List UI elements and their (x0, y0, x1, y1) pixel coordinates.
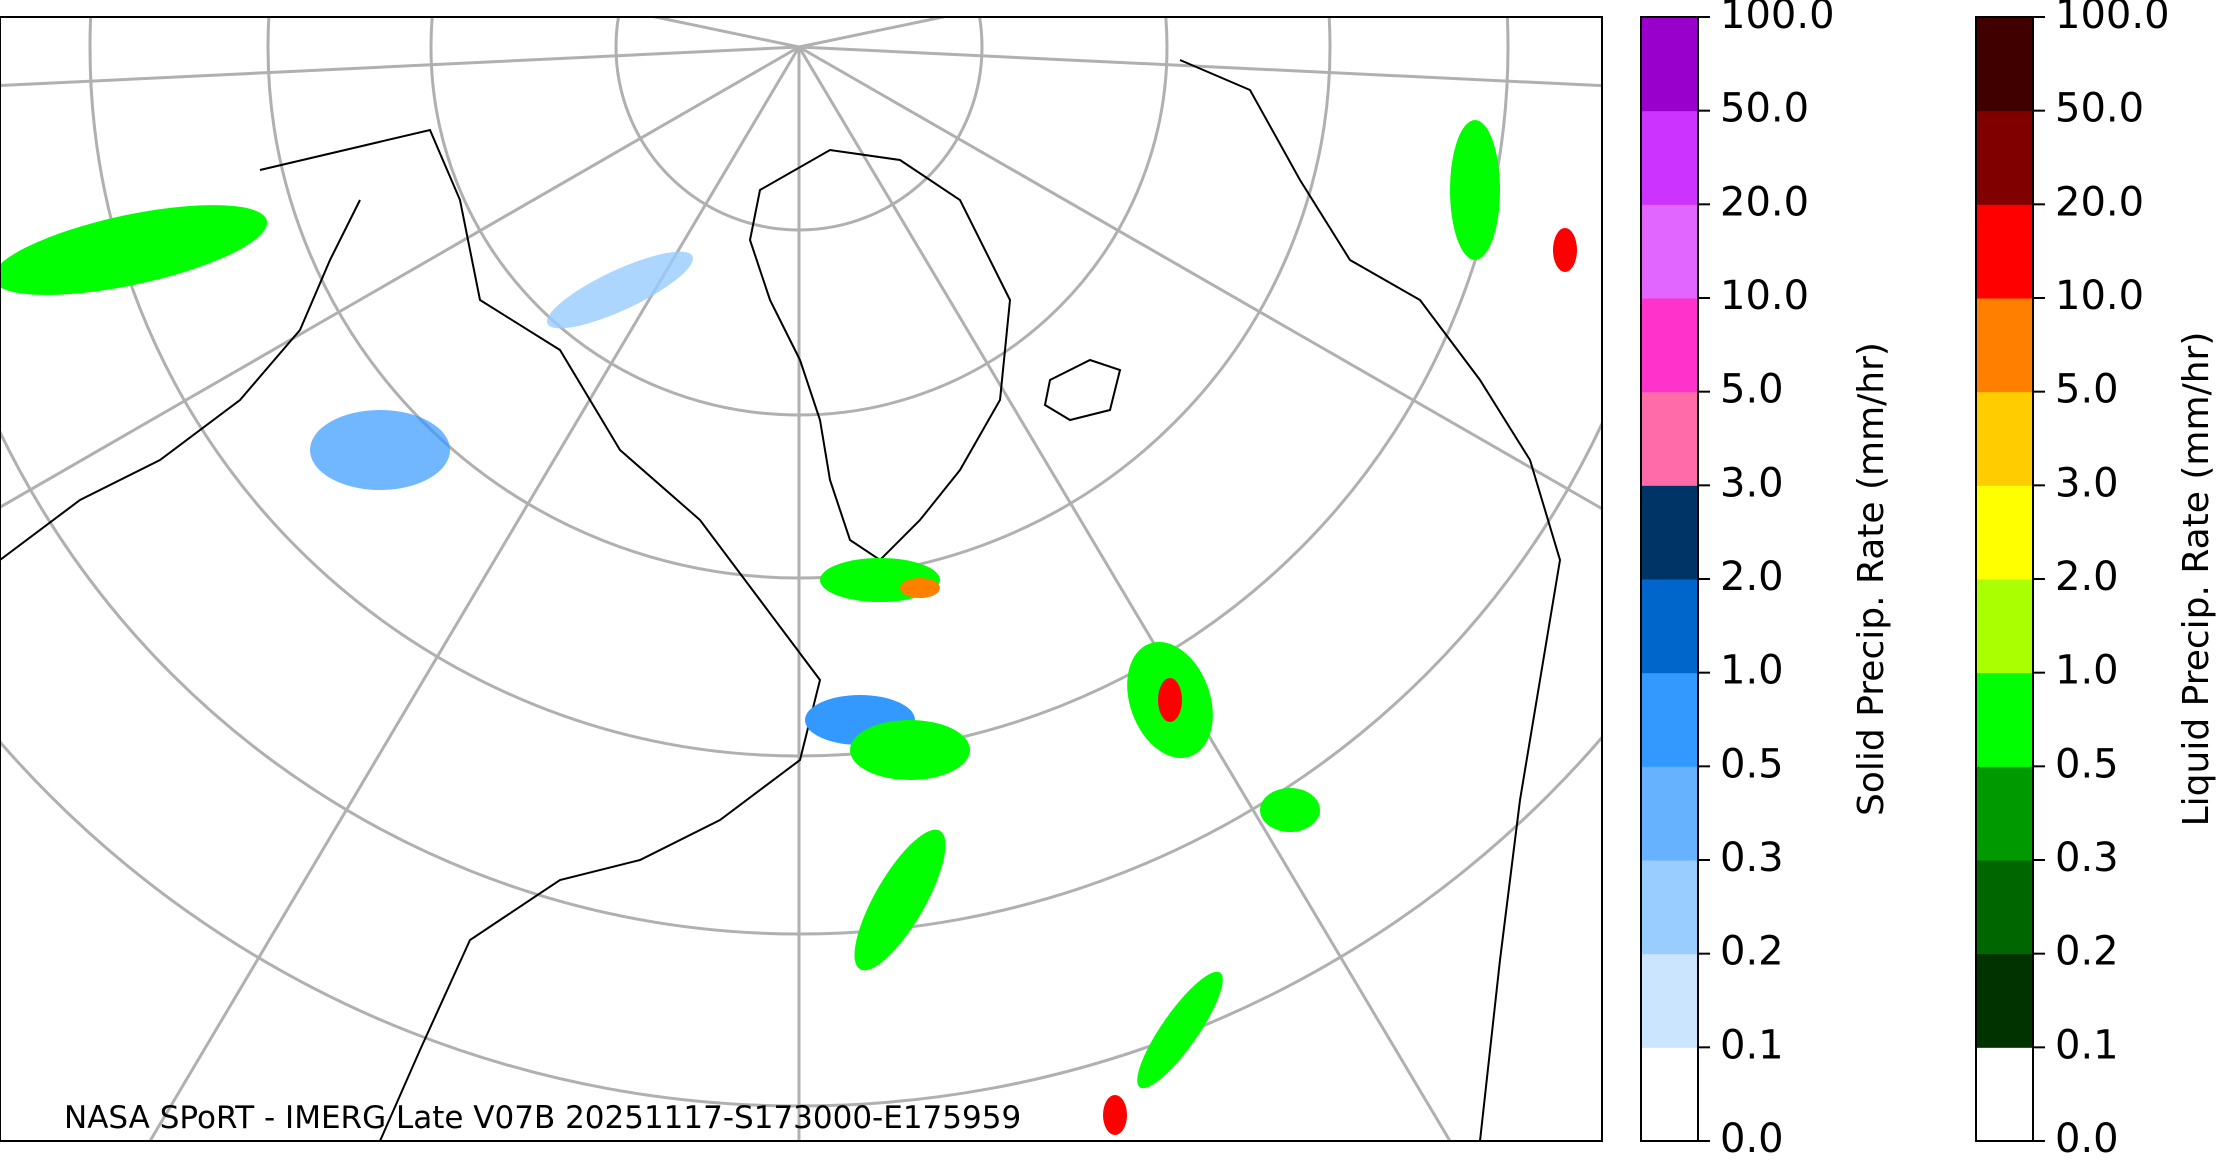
colorbar-segment (1641, 953, 1698, 1048)
tick-label: 5.0 (2055, 367, 2119, 413)
tick-label: 2.0 (1720, 554, 1784, 600)
tick-label: 5.0 (1720, 367, 1784, 413)
tick-label: 0.1 (2055, 1022, 2119, 1068)
colorbar-segment (1976, 1047, 2033, 1142)
colorbar-segment (1976, 860, 2033, 955)
tick-label: 50.0 (1720, 86, 1809, 132)
colorbars: 0.0 0.1 0.2 0.3 0.5 1.0 2.0 3.0 5.0 10.0 20.0 50.0 1… (1640, 0, 2217, 1162)
caption: NASA SPoRT - IMERG Late V07B 20251117-S1… (64, 1100, 1021, 1136)
colorbar: 0.0 0.1 0.2 0.3 0.5 1.0 2.0 3.0 5.0 10.0 20.0 50.0 1… (1975, 0, 2217, 1162)
tick-label: 0.5 (2055, 741, 2119, 787)
colorbar-segment (1641, 485, 1698, 580)
colorbar-segment (1641, 17, 1698, 112)
tick-label: 0.0 (2055, 1116, 2119, 1162)
colorbar-segment (1976, 485, 2033, 580)
tick-label: 50.0 (2055, 86, 2144, 132)
coastlines (0, 59, 1562, 1141)
tick-label: 0.3 (1720, 835, 1784, 881)
colorbar-segment (1976, 766, 2033, 861)
tick-label: 20.0 (1720, 179, 1809, 225)
colorbar-segment (1641, 204, 1698, 299)
tick-label: 1.0 (1720, 648, 1784, 694)
tick-label: 100.0 (1720, 0, 1835, 38)
tick-label: 2.0 (2055, 554, 2119, 600)
map: NASA SPoRT - IMERG Late V07B 20251117-S1… (0, 17, 1602, 1141)
colorbar-segment (1641, 672, 1698, 767)
colorbar-segment (1976, 110, 2033, 205)
colorbar-segment (1976, 204, 2033, 299)
colorbar: 0.0 0.1 0.2 0.3 0.5 1.0 2.0 3.0 5.0 10.0 20.0 50.0 1… (1640, 0, 1892, 1162)
colorbar-segment (1641, 766, 1698, 861)
tick-label: 100.0 (2055, 0, 2170, 38)
tick-label: 3.0 (2055, 460, 2119, 506)
colorbar-segment (1976, 298, 2033, 393)
colorbar-segment (1641, 579, 1698, 674)
graticule (0, 17, 1602, 1141)
tick-label: 0.2 (1720, 929, 1784, 975)
tick-label: 3.0 (1720, 460, 1784, 506)
colorbar-segment (1641, 110, 1698, 205)
tick-label: 0.0 (1720, 1116, 1784, 1162)
colorbar-segment (1641, 1047, 1698, 1142)
colorbar-label: Liquid Precip. Rate (mm/hr) (2176, 332, 2217, 827)
colorbar-segment (1641, 860, 1698, 955)
colorbar-segment (1641, 298, 1698, 393)
tick-label: 0.2 (2055, 929, 2119, 975)
tick-label: 0.5 (1720, 741, 1784, 787)
colorbar-label: Solid Precip. Rate (mm/hr) (1851, 342, 1892, 816)
colorbar-segment (1976, 391, 2033, 486)
tick-label: 1.0 (2055, 648, 2119, 694)
colorbar-segment (1641, 391, 1698, 486)
tick-label: 10.0 (1720, 273, 1809, 319)
precipitation (0, 120, 1577, 1135)
colorbar-segment (1976, 672, 2033, 767)
colorbar-segment (1976, 579, 2033, 674)
colorbar-segment (1976, 953, 2033, 1048)
map-frame (0, 16, 1603, 1142)
tick-label: 10.0 (2055, 273, 2144, 319)
tick-label: 0.1 (1720, 1022, 1784, 1068)
tick-label: 0.3 (2055, 835, 2119, 881)
tick-label: 20.0 (2055, 179, 2144, 225)
colorbar-segment (1976, 17, 2033, 112)
